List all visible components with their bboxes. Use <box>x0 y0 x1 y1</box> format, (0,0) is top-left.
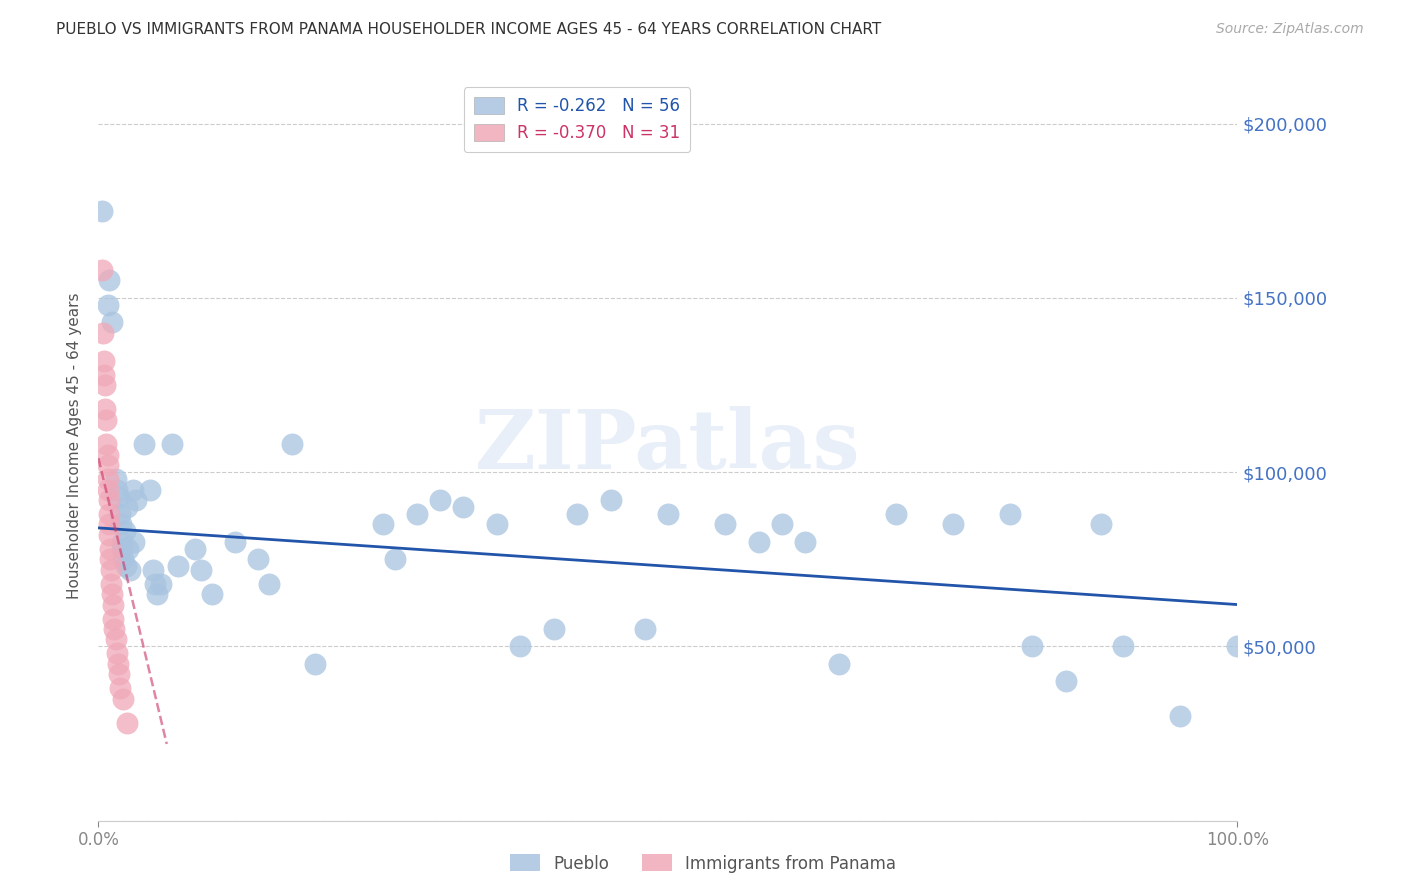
Point <box>98 552 121 566</box>
Point <box>224 534 246 549</box>
Point <box>90 203 112 218</box>
Point <box>105 646 128 660</box>
Point <box>100 563 122 577</box>
Point <box>150 576 173 591</box>
Point <box>828 657 851 671</box>
Point <box>748 534 770 549</box>
Point <box>115 716 138 731</box>
Point <box>97 273 120 287</box>
Text: ZIPatlas: ZIPatlas <box>475 406 860 486</box>
Point <box>108 507 131 521</box>
Point <box>486 517 509 532</box>
Point <box>142 563 165 577</box>
Point <box>201 587 224 601</box>
Point <box>429 493 451 508</box>
Point <box>96 413 118 427</box>
Point <box>100 576 122 591</box>
Point <box>96 472 118 486</box>
Point <box>1021 640 1043 654</box>
Text: PUEBLO VS IMMIGRANTS FROM PANAMA HOUSEHOLDER INCOME AGES 45 - 64 YEARS CORRELATI: PUEBLO VS IMMIGRANTS FROM PANAMA HOUSEHO… <box>56 22 882 37</box>
Point <box>97 528 120 542</box>
Point <box>91 326 114 340</box>
Point <box>104 632 127 647</box>
Point <box>1054 674 1078 689</box>
Point <box>114 559 136 574</box>
Point <box>138 483 160 497</box>
Point <box>96 448 118 462</box>
Point <box>90 263 112 277</box>
Point <box>105 483 128 497</box>
Point <box>112 552 135 566</box>
Point <box>451 500 474 514</box>
Point <box>94 402 117 417</box>
Legend: R = -0.262   N = 56, R = -0.370   N = 31: R = -0.262 N = 56, R = -0.370 N = 31 <box>464 87 690 152</box>
Point <box>103 598 125 612</box>
Point <box>121 483 143 497</box>
Point <box>108 667 131 681</box>
Point <box>371 517 394 532</box>
Point <box>384 552 406 566</box>
Point <box>634 622 657 636</box>
Point <box>145 576 167 591</box>
Point <box>509 640 531 654</box>
Point <box>246 552 269 566</box>
Point <box>184 541 207 556</box>
Point <box>117 541 139 556</box>
Point <box>111 541 134 556</box>
Point <box>167 559 190 574</box>
Point <box>101 315 124 329</box>
Point <box>101 587 124 601</box>
Point <box>115 500 138 514</box>
Point <box>93 353 115 368</box>
Text: Source: ZipAtlas.com: Source: ZipAtlas.com <box>1216 22 1364 37</box>
Point <box>1090 517 1112 532</box>
Point <box>103 611 125 625</box>
Point <box>600 493 623 508</box>
Point <box>108 681 131 696</box>
Point <box>107 657 129 671</box>
Point <box>998 507 1021 521</box>
Point <box>96 437 118 451</box>
Point <box>98 541 121 556</box>
Point <box>97 517 120 532</box>
Point <box>714 517 737 532</box>
Point <box>111 534 134 549</box>
Point <box>770 517 793 532</box>
Point <box>259 576 281 591</box>
Point <box>1170 709 1192 723</box>
Point <box>304 657 326 671</box>
Point <box>122 534 145 549</box>
Point <box>281 437 304 451</box>
Point <box>145 587 167 601</box>
Point <box>120 563 142 577</box>
Point <box>104 472 127 486</box>
Point <box>94 378 117 392</box>
Legend: Pueblo, Immigrants from Panama: Pueblo, Immigrants from Panama <box>503 847 903 880</box>
Point <box>125 493 148 508</box>
Point <box>93 368 115 382</box>
Point <box>112 691 135 706</box>
Point <box>162 437 184 451</box>
Point <box>103 622 125 636</box>
Point <box>96 458 118 472</box>
Point <box>543 622 565 636</box>
Point <box>406 507 429 521</box>
Point <box>657 507 679 521</box>
Point <box>1226 640 1249 654</box>
Point <box>132 437 155 451</box>
Y-axis label: Householder Income Ages 45 - 64 years: Householder Income Ages 45 - 64 years <box>67 293 83 599</box>
Point <box>108 490 131 504</box>
Point <box>1112 640 1135 654</box>
Point <box>96 483 118 497</box>
Point <box>565 507 588 521</box>
Point <box>793 534 815 549</box>
Point <box>110 517 132 532</box>
Point <box>942 517 965 532</box>
Point <box>114 524 136 539</box>
Point <box>97 493 120 508</box>
Point <box>190 563 212 577</box>
Point <box>96 298 118 312</box>
Point <box>884 507 907 521</box>
Point <box>97 507 120 521</box>
